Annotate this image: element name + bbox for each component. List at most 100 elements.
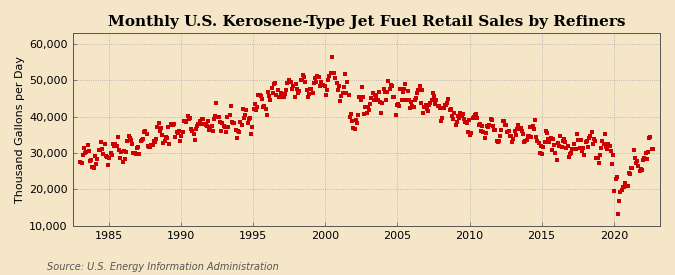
Point bbox=[398, 87, 409, 91]
Point bbox=[619, 185, 630, 189]
Point bbox=[547, 137, 558, 141]
Point bbox=[126, 138, 136, 142]
Point bbox=[184, 117, 194, 121]
Point bbox=[117, 160, 128, 165]
Point bbox=[161, 134, 171, 139]
Point bbox=[593, 161, 604, 165]
Point bbox=[267, 91, 278, 95]
Point bbox=[376, 110, 387, 115]
Point bbox=[252, 104, 263, 109]
Point bbox=[306, 87, 317, 91]
Title: Monthly U.S. Kerosene-Type Jet Fuel Retail Sales by Refiners: Monthly U.S. Kerosene-Type Jet Fuel Reta… bbox=[107, 15, 625, 29]
Point bbox=[392, 103, 402, 107]
Point bbox=[618, 185, 628, 189]
Point bbox=[344, 115, 355, 120]
Point bbox=[621, 183, 632, 188]
Point bbox=[233, 129, 244, 133]
Point bbox=[359, 111, 370, 116]
Point bbox=[432, 104, 443, 108]
Point bbox=[567, 147, 578, 151]
Point bbox=[128, 151, 139, 155]
Point bbox=[279, 91, 290, 96]
Point bbox=[103, 163, 113, 167]
Point bbox=[241, 108, 252, 112]
Point bbox=[289, 95, 300, 99]
Y-axis label: Thousand Gallons per Day: Thousand Gallons per Day bbox=[15, 56, 25, 203]
Point bbox=[130, 152, 141, 156]
Point bbox=[336, 94, 347, 98]
Point bbox=[78, 153, 88, 158]
Point bbox=[157, 133, 167, 137]
Point bbox=[616, 188, 627, 192]
Point bbox=[298, 73, 308, 77]
Point bbox=[105, 150, 116, 155]
Point bbox=[84, 159, 95, 163]
Point bbox=[90, 162, 101, 166]
Point bbox=[584, 135, 595, 140]
Point bbox=[464, 133, 475, 137]
Point bbox=[544, 140, 555, 144]
Point bbox=[634, 168, 645, 173]
Point bbox=[319, 84, 330, 88]
Point bbox=[604, 144, 615, 148]
Point bbox=[361, 111, 372, 116]
Point bbox=[171, 130, 182, 134]
Point bbox=[173, 128, 184, 133]
Point bbox=[349, 127, 360, 132]
Point bbox=[281, 87, 292, 92]
Point bbox=[196, 117, 207, 121]
Point bbox=[602, 147, 613, 152]
Point bbox=[317, 83, 327, 87]
Point bbox=[381, 98, 392, 102]
Point bbox=[583, 145, 593, 149]
Point bbox=[508, 136, 519, 141]
Point bbox=[558, 137, 569, 142]
Point bbox=[587, 142, 598, 146]
Point bbox=[598, 141, 609, 146]
Point bbox=[219, 124, 230, 129]
Point bbox=[107, 153, 117, 157]
Point bbox=[378, 87, 389, 92]
Point bbox=[133, 145, 144, 149]
Point bbox=[622, 184, 633, 188]
Point bbox=[327, 54, 338, 59]
Point bbox=[401, 98, 412, 102]
Point bbox=[293, 91, 304, 96]
Point bbox=[312, 74, 323, 78]
Point bbox=[475, 121, 485, 126]
Point bbox=[560, 140, 570, 144]
Point bbox=[192, 124, 202, 128]
Point bbox=[408, 104, 419, 109]
Point bbox=[323, 78, 333, 82]
Point bbox=[561, 146, 572, 150]
Point bbox=[449, 111, 460, 116]
Point bbox=[142, 144, 153, 148]
Point bbox=[413, 88, 424, 92]
Point bbox=[229, 121, 240, 126]
Point bbox=[202, 119, 213, 123]
Point bbox=[541, 129, 551, 134]
Point bbox=[383, 78, 394, 83]
Point bbox=[562, 144, 573, 149]
Point bbox=[503, 129, 514, 134]
Point bbox=[104, 156, 115, 161]
Point bbox=[431, 97, 442, 102]
Point bbox=[270, 81, 281, 85]
Point bbox=[514, 127, 525, 132]
Point bbox=[93, 148, 104, 152]
Point bbox=[462, 130, 473, 134]
Point bbox=[310, 76, 321, 81]
Point bbox=[146, 143, 157, 147]
Point bbox=[483, 124, 493, 129]
Point bbox=[181, 120, 192, 124]
Point bbox=[218, 124, 229, 128]
Point bbox=[481, 123, 492, 128]
Point bbox=[118, 149, 129, 153]
Point bbox=[638, 158, 649, 162]
Point bbox=[109, 144, 119, 148]
Point bbox=[510, 133, 521, 138]
Point bbox=[635, 167, 646, 171]
Point bbox=[421, 107, 432, 111]
Point bbox=[531, 135, 541, 139]
Point bbox=[276, 91, 287, 95]
